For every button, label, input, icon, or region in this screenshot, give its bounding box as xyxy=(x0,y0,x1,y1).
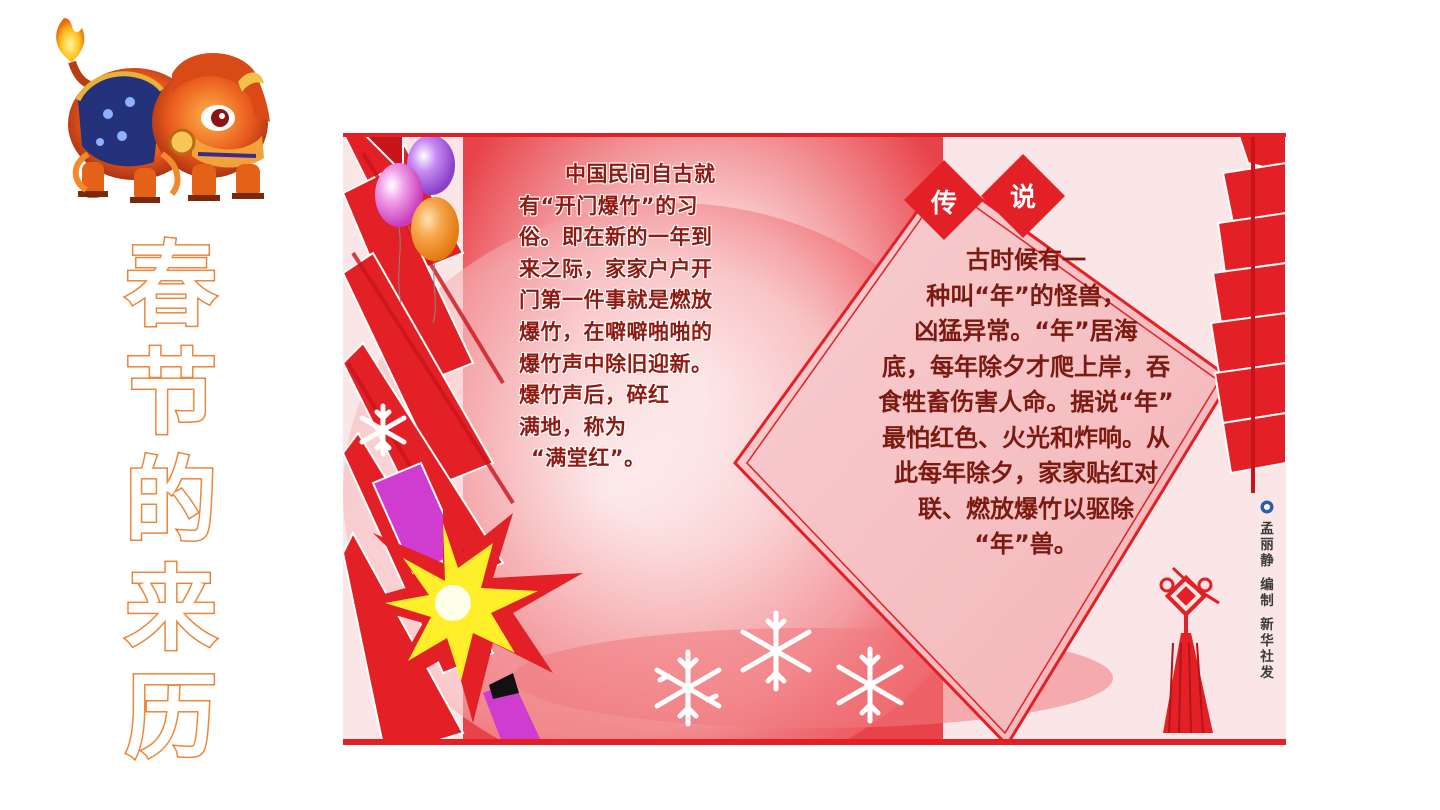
text-line: 底，每年除夕才爬上岸，吞 xyxy=(882,352,1170,381)
title-char: 春 xyxy=(123,231,218,341)
text-line: 此每年除夕，家家贴红对 xyxy=(894,459,1158,487)
credit-char: 丽 xyxy=(1260,537,1274,553)
text-line: 食牲畜伤害人命。据说“年” xyxy=(878,388,1174,416)
title-char: 历 xyxy=(123,663,218,773)
xinhua-logo-icon xyxy=(1260,500,1274,514)
text-line: 满地，称为 xyxy=(519,414,627,439)
snowflake-icon xyxy=(359,403,904,727)
text-line: 最怕红色、火光和炸响。从 xyxy=(882,423,1170,452)
text-line: 来之际，家家户户开 xyxy=(519,256,713,281)
chinese-knot-icon xyxy=(1159,566,1220,734)
text-line: 爆竹声后，碎红 xyxy=(519,383,670,408)
credit-char: 华 xyxy=(1260,633,1274,649)
credit-char: 孟 xyxy=(1260,521,1274,537)
nian-legend-text: 古时候有一 种叫“年”的怪兽， 凶猛异常。“年”居海 底，每年除夕才爬上岸，吞 … xyxy=(821,243,1231,563)
text-line: 爆竹，在噼噼啪啪的 xyxy=(519,319,713,344)
text-line: 门第一件事就是燃放 xyxy=(519,288,713,313)
text-line: 中国民间自古就 xyxy=(565,162,716,186)
balloons-icon xyxy=(375,135,459,324)
text-line: 有“开门爆竹”的习 xyxy=(519,193,699,218)
credit-char: 制 xyxy=(1260,593,1274,609)
credit-char: 发 xyxy=(1260,665,1274,681)
credit-char: 编 xyxy=(1260,577,1274,593)
explosion-icon xyxy=(353,483,583,723)
credit-char: 新 xyxy=(1260,617,1274,633)
firecracker-icon xyxy=(371,461,543,745)
text-line: 爆竹声中除旧迎新。 xyxy=(519,351,713,376)
title-char: 的 xyxy=(123,447,218,557)
firecracker-custom-text: 中国民间自古就 有“开门爆竹”的习 俗。即在新的一年到 来之际，家家户户开 门第… xyxy=(519,159,751,475)
text-line: 俗。即在新的一年到 xyxy=(519,225,713,250)
legend-title-char: 说 xyxy=(1010,183,1037,213)
spring-festival-poster: 中国民间自古就 有“开门爆竹”的习 俗。即在新的一年到 来之际，家家户户开 门第… xyxy=(343,133,1286,745)
text-line: 凶猛异常。“年”居海 xyxy=(914,317,1138,345)
title-char: 来 xyxy=(123,555,218,665)
credit-char: 社 xyxy=(1260,649,1274,665)
poster-background xyxy=(343,133,1286,745)
title-char: 节 xyxy=(123,339,218,449)
text-line: 联、燃放爆竹以驱除 xyxy=(918,494,1134,523)
nian-beast-mascot xyxy=(56,18,270,203)
text-line: 古时候有一 xyxy=(966,246,1086,274)
text-line: “满堂红”。 xyxy=(531,446,646,471)
credit-text: 孟 丽 静 编 制 新 华 社 发 xyxy=(1256,521,1278,681)
legend-title-char: 传 xyxy=(931,189,958,219)
credit-char: 静 xyxy=(1260,553,1274,569)
text-line: “年”兽。 xyxy=(974,530,1078,558)
text-line: 种叫“年”的怪兽， xyxy=(926,281,1126,310)
vertical-title: 春 节 的 来 历 xyxy=(116,231,226,773)
